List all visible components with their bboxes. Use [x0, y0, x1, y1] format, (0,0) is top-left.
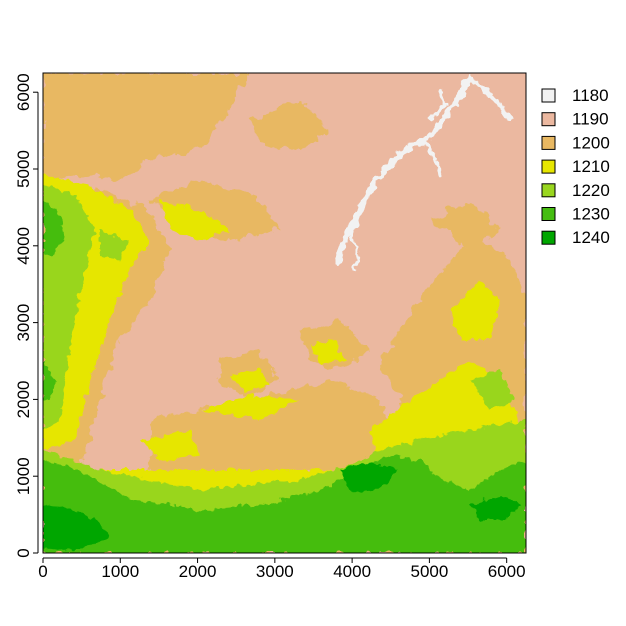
- legend-label: 1240: [572, 228, 610, 247]
- y-tick-label: 3000: [14, 304, 33, 342]
- legend: 1180 1190 1200 1210 1220 1230 1240: [541, 86, 610, 247]
- x-tick-label: 5000: [410, 562, 448, 581]
- legend-label: 1220: [572, 181, 610, 200]
- elevation-1240-zone: [43, 462, 520, 550]
- y-tick-label: 1000: [14, 457, 33, 495]
- x-tick-label: 3000: [256, 562, 294, 581]
- y-tick-label: 0: [14, 548, 33, 557]
- legend-label: 1190: [572, 110, 609, 129]
- elevation-1180-zone: [335, 75, 513, 272]
- legend-label: 1180: [572, 86, 609, 105]
- x-axis: 0 1000 2000 3000 4000 5000 6000: [38, 557, 526, 581]
- legend-swatch: [541, 135, 556, 150]
- legend-label: 1210: [572, 157, 610, 176]
- legend-label: 1230: [572, 205, 610, 224]
- y-tick-label: 4000: [14, 227, 33, 265]
- legend-label: 1200: [572, 133, 610, 152]
- legend-swatch: [541, 159, 556, 174]
- y-tick-label: 2000: [14, 380, 33, 418]
- y-tick-label: 6000: [14, 73, 33, 111]
- x-tick-label: 1000: [101, 562, 139, 581]
- x-tick-label: 0: [38, 562, 47, 581]
- legend-swatch: [541, 88, 556, 103]
- y-tick-label: 5000: [14, 150, 33, 188]
- raster-layer: [43, 73, 526, 553]
- legend-swatch: [541, 112, 556, 127]
- x-tick-label: 4000: [333, 562, 371, 581]
- legend-swatch: [541, 183, 556, 198]
- y-axis: 0 1000 2000 3000 4000 5000 6000: [14, 73, 39, 558]
- legend-swatch: [541, 207, 556, 221]
- elevation-1230-zone: [43, 200, 526, 553]
- x-tick-label: 6000: [488, 562, 526, 581]
- plot-frame: [42, 72, 527, 554]
- x-tick-label: 2000: [179, 562, 217, 581]
- legend-swatch: [541, 230, 556, 245]
